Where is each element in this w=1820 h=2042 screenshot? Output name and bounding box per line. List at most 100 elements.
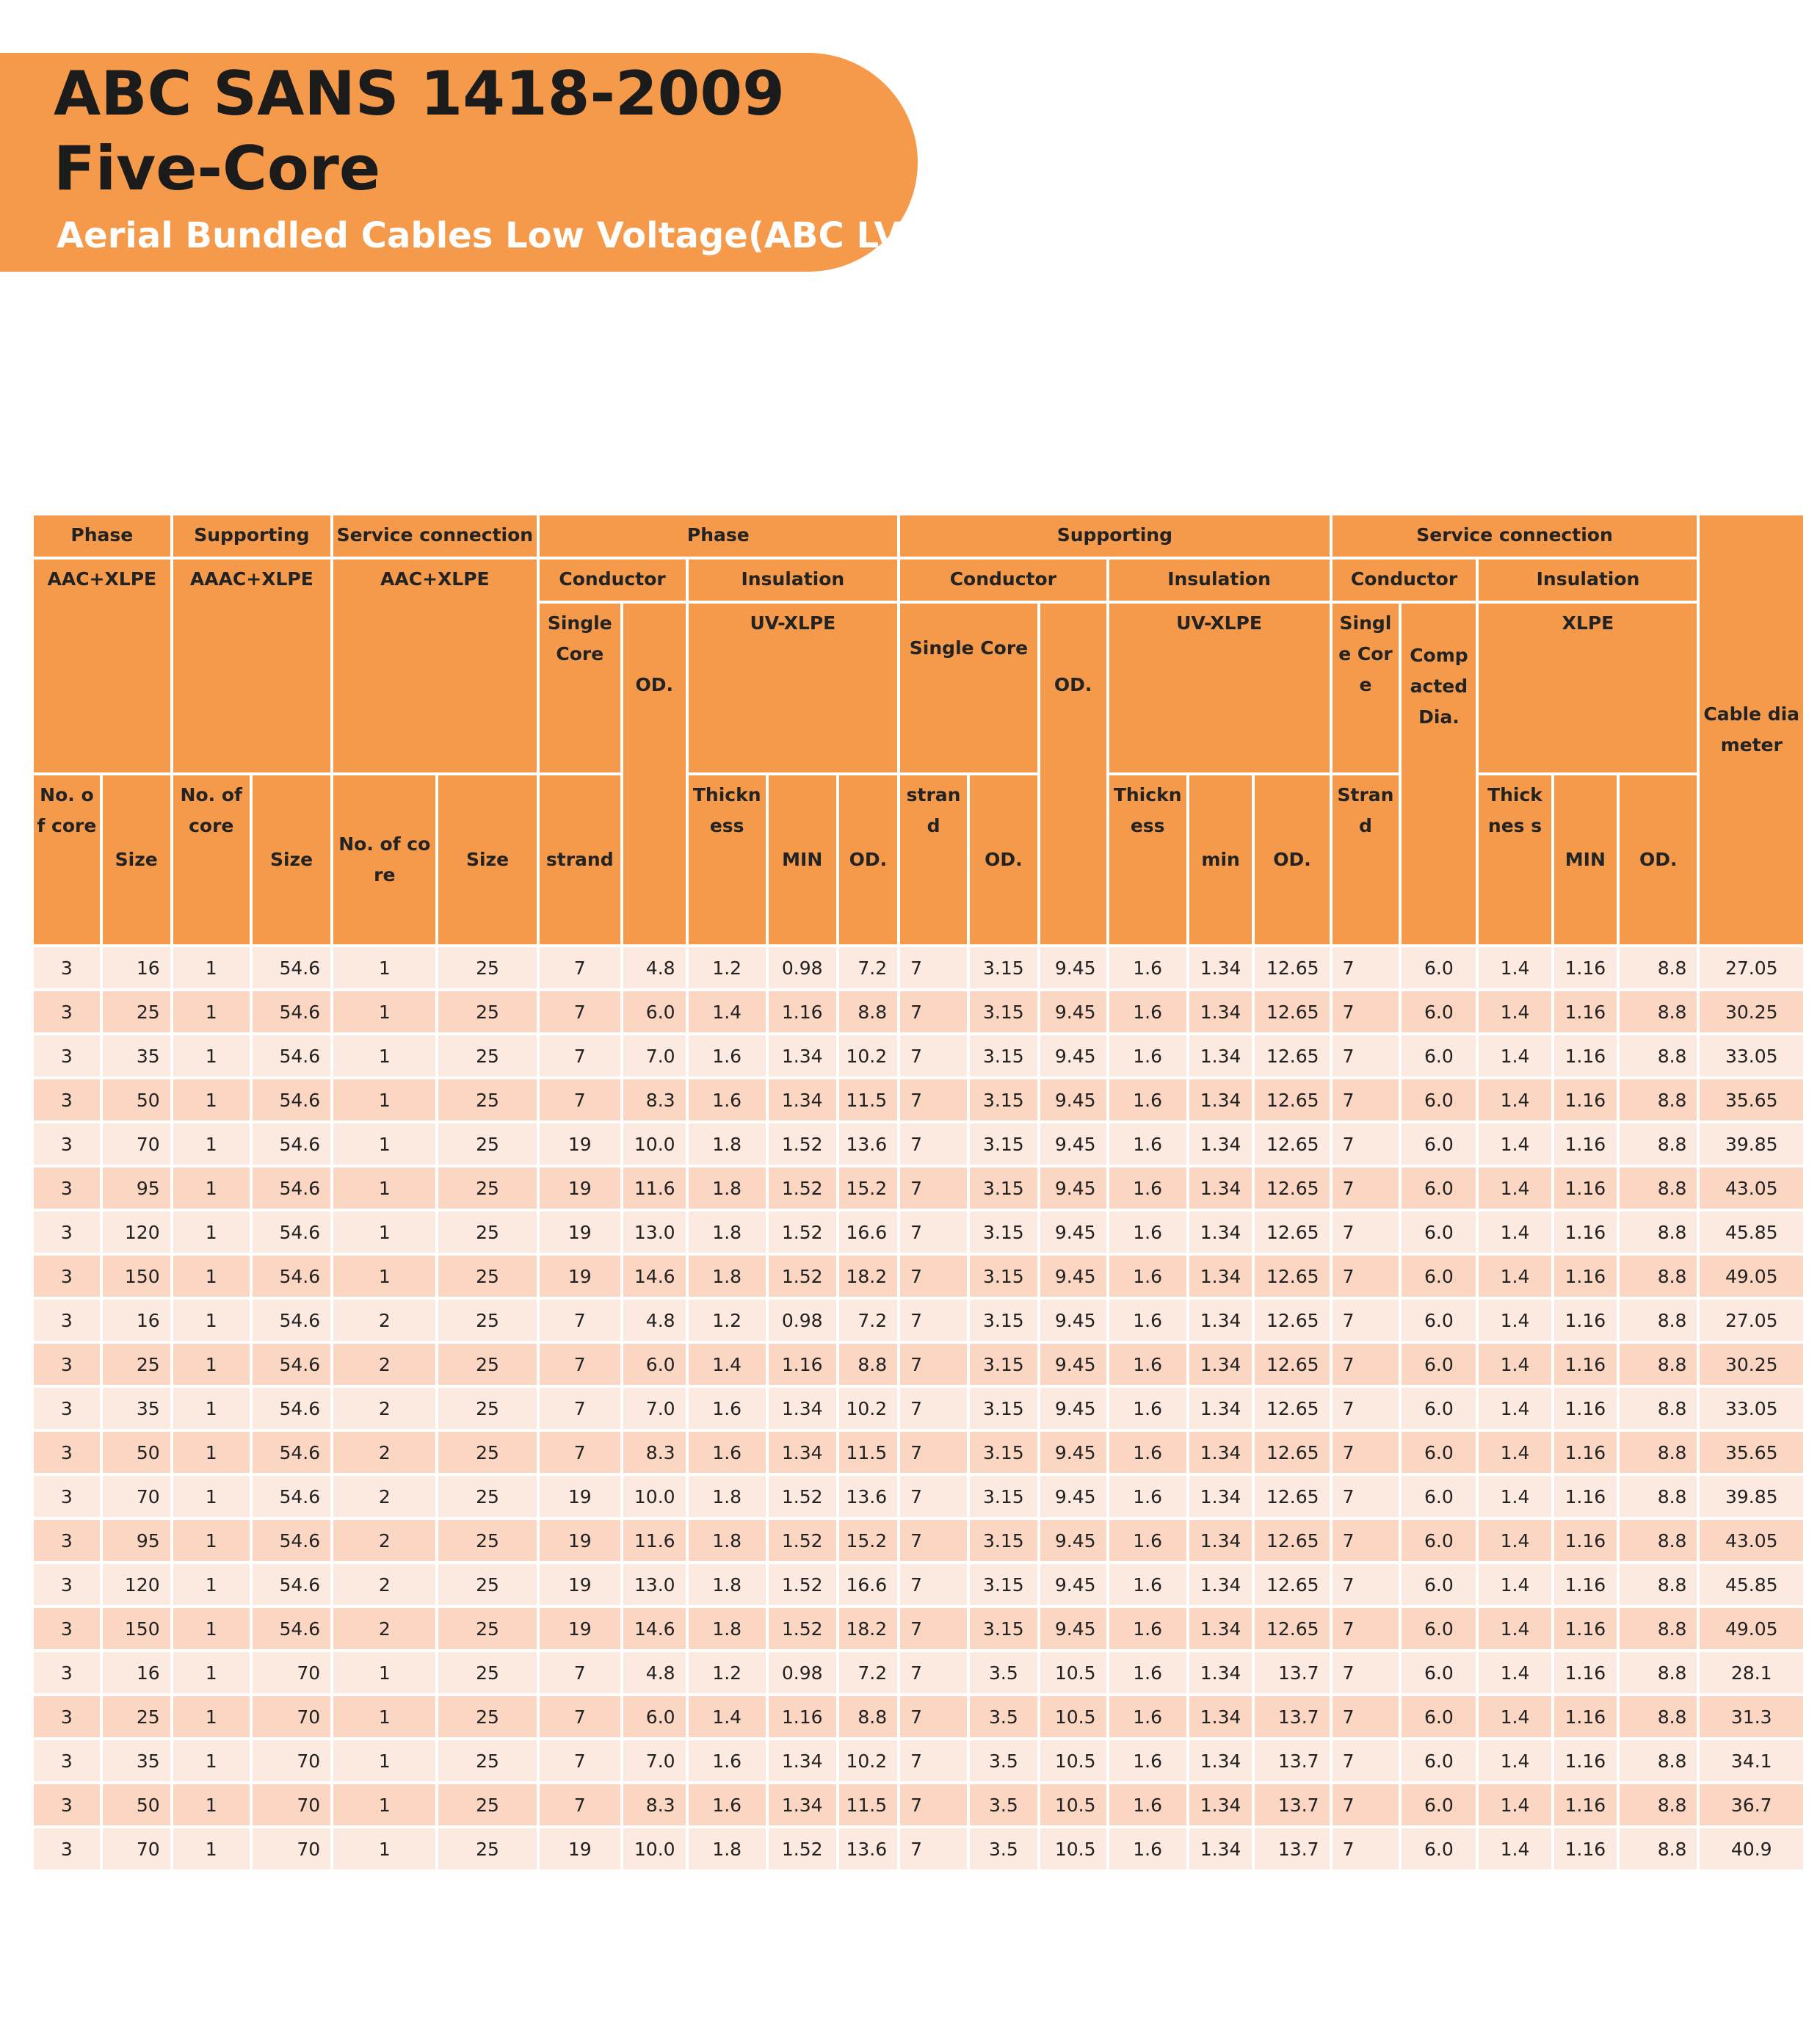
header-thickness-3: Thicknes s bbox=[1479, 775, 1551, 944]
table-cell: 8.8 bbox=[1620, 1652, 1697, 1693]
table-row: 3 70 1 70 1 25 19 10.0 1.8 1.52 13.6 7 3.5 10.5 1.6 1.3… bbox=[34, 1828, 1803, 1869]
table-cell: 70 bbox=[102, 1123, 170, 1165]
table-cell: 25 bbox=[438, 1079, 537, 1120]
table-cell: 54.6 bbox=[252, 947, 331, 988]
table-cell: 1.16 bbox=[1553, 1300, 1617, 1341]
table-cell: 7 bbox=[900, 1432, 967, 1473]
table-cell: 1.34 bbox=[768, 1784, 836, 1825]
table-cell: 1.4 bbox=[1479, 991, 1551, 1032]
page-title-line2: Five-Core bbox=[54, 133, 381, 204]
table-cell: 1.6 bbox=[688, 1035, 766, 1076]
table-cell: 1.8 bbox=[688, 1608, 766, 1649]
table-cell: 7 bbox=[1332, 1035, 1399, 1076]
table-cell: 95 bbox=[102, 1520, 170, 1561]
table-cell: 1 bbox=[173, 1123, 250, 1165]
table-cell: 10.5 bbox=[1040, 1740, 1106, 1781]
table-cell: 1 bbox=[173, 1388, 250, 1429]
table-cell: 3.5 bbox=[969, 1784, 1037, 1825]
table-cell: 3.15 bbox=[969, 991, 1037, 1032]
table-cell: 1 bbox=[173, 1256, 250, 1297]
table-cell: 1.4 bbox=[1479, 1079, 1551, 1120]
table-row: 3 25 1 54.6 2 25 7 6.0 1.4 1.16 8.8 7 3.15 9.45 1.6 1.3… bbox=[34, 1344, 1803, 1385]
table-cell: 0.98 bbox=[768, 947, 836, 988]
table-cell: 25 bbox=[438, 1784, 537, 1825]
table-cell: 8.8 bbox=[1620, 1212, 1697, 1253]
table-cell: 1.34 bbox=[768, 1035, 836, 1076]
table-cell: 6.0 bbox=[1402, 1388, 1476, 1429]
table-cell: 1.34 bbox=[1189, 1212, 1252, 1253]
table-cell: 14.6 bbox=[623, 1256, 686, 1297]
table-cell: 6.0 bbox=[1402, 1344, 1476, 1385]
table-cell: 1.34 bbox=[1189, 1079, 1252, 1120]
table-cell: 2 bbox=[333, 1608, 436, 1649]
table-cell: 3 bbox=[34, 1652, 100, 1693]
table-cell: 7 bbox=[900, 1256, 967, 1297]
table-cell: 1.6 bbox=[688, 1388, 766, 1429]
table-cell: 1.52 bbox=[768, 1256, 836, 1297]
table-cell: 6.0 bbox=[1402, 1784, 1476, 1825]
header-size-3: Size bbox=[438, 775, 537, 944]
table-cell: 18.2 bbox=[838, 1256, 898, 1297]
table-cell: 1.52 bbox=[768, 1828, 836, 1869]
table-cell: 13.7 bbox=[1255, 1828, 1330, 1869]
table-cell: 4.8 bbox=[623, 1300, 686, 1341]
table-cell: 9.45 bbox=[1040, 1432, 1106, 1473]
table-cell: 54.6 bbox=[252, 991, 331, 1032]
table-cell: 6.0 bbox=[1402, 1564, 1476, 1605]
table-cell: 25 bbox=[438, 1520, 537, 1561]
header-no-of-core: No. of core bbox=[34, 775, 100, 944]
table-cell: 43.05 bbox=[1700, 1167, 1803, 1209]
table-cell: 39.85 bbox=[1700, 1476, 1803, 1517]
table-cell: 25 bbox=[438, 1167, 537, 1209]
table-cell: 3.5 bbox=[969, 1696, 1037, 1737]
table-cell: 3.15 bbox=[969, 1564, 1037, 1605]
table-cell: 7.2 bbox=[838, 1300, 898, 1341]
table-cell: 6.0 bbox=[1402, 1828, 1476, 1869]
table-cell: 7 bbox=[900, 1608, 967, 1649]
table-cell: 70 bbox=[102, 1828, 170, 1869]
table-cell: 3 bbox=[34, 1079, 100, 1120]
table-row: 3 120 1 54.6 1 25 19 13.0 1.8 1.52 16.6 7 3.15 9.45 1.… bbox=[34, 1212, 1803, 1253]
table-cell: 3 bbox=[34, 1828, 100, 1869]
table-cell: 1 bbox=[333, 1784, 436, 1825]
table-cell: 8.8 bbox=[1620, 1035, 1697, 1076]
table-cell: 1.16 bbox=[1553, 1520, 1617, 1561]
table-cell: 1 bbox=[333, 1167, 436, 1209]
table-cell: 7 bbox=[539, 1344, 620, 1385]
header-insulation: Insulation bbox=[688, 560, 898, 601]
table-cell: 25 bbox=[438, 1256, 537, 1297]
table-row: 3 70 1 54.6 1 25 19 10.0 1.8 1.52 13.6 7 3.15 9.45 1.6… bbox=[34, 1123, 1803, 1165]
header-no-of-core-3: No. of core bbox=[333, 775, 436, 944]
table-cell: 10.5 bbox=[1040, 1828, 1106, 1869]
table-cell: 7.2 bbox=[838, 947, 898, 988]
table-cell: 1.4 bbox=[1479, 1476, 1551, 1517]
table-cell: 3.15 bbox=[969, 1608, 1037, 1649]
table-cell: 1.4 bbox=[1479, 1123, 1551, 1165]
table-cell: 3 bbox=[34, 1212, 100, 1253]
table-cell: 1.16 bbox=[1553, 1212, 1617, 1253]
table-cell: 1.4 bbox=[1479, 1696, 1551, 1737]
table-cell: 1.8 bbox=[688, 1256, 766, 1297]
table-cell: 10.5 bbox=[1040, 1696, 1106, 1737]
table-cell: 1.6 bbox=[1109, 1079, 1186, 1120]
table-cell: 1.6 bbox=[1109, 1740, 1186, 1781]
table-cell: 3 bbox=[34, 1035, 100, 1076]
table-cell: 30.25 bbox=[1700, 991, 1803, 1032]
table-cell: 1.16 bbox=[1553, 1167, 1617, 1209]
table-cell: 9.45 bbox=[1040, 1608, 1106, 1649]
table-cell: 1.6 bbox=[688, 1784, 766, 1825]
table-cell: 1.4 bbox=[1479, 1520, 1551, 1561]
table-cell: 1.6 bbox=[1109, 1828, 1186, 1869]
table-cell: 3.15 bbox=[969, 1256, 1037, 1297]
table-cell: 7 bbox=[900, 1652, 967, 1693]
table-cell: 9.45 bbox=[1040, 947, 1106, 988]
table-cell: 1 bbox=[333, 1123, 436, 1165]
table-cell: 1.16 bbox=[1553, 1344, 1617, 1385]
table-cell: 3 bbox=[34, 1123, 100, 1165]
table-cell: 1.34 bbox=[1189, 1167, 1252, 1209]
table-cell: 8.3 bbox=[623, 1079, 686, 1120]
table-cell: 1.6 bbox=[1109, 1388, 1186, 1429]
table-cell: 8.8 bbox=[1620, 1388, 1697, 1429]
table-cell: 3 bbox=[34, 1564, 100, 1605]
table-cell: 25 bbox=[438, 1696, 537, 1737]
